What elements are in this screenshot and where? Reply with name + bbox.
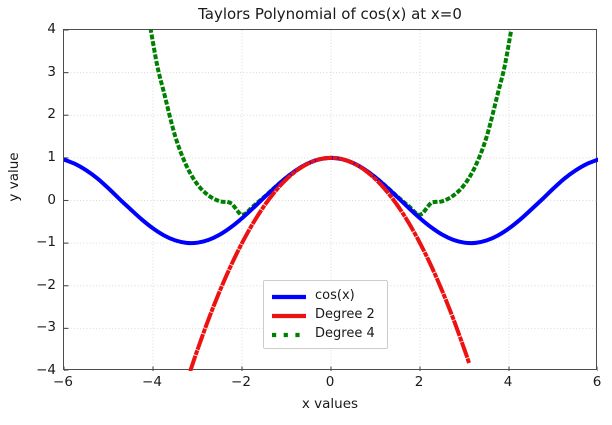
x-tick-label: −2 bbox=[231, 374, 251, 390]
legend-swatch-icon bbox=[271, 327, 307, 341]
y-axis-tick-labels: −4 −3 −2 −1 0 1 2 3 4 bbox=[0, 22, 56, 377]
legend-label: cos(x) bbox=[315, 288, 355, 303]
y-tick-label: 1 bbox=[47, 148, 56, 165]
y-tick-label: −4 bbox=[36, 362, 56, 378]
y-tick-label: −1 bbox=[36, 234, 56, 251]
data-series-group bbox=[64, 30, 598, 371]
y-tick-label: 2 bbox=[47, 106, 56, 123]
grid-lines bbox=[64, 30, 598, 371]
y-tick-label: 3 bbox=[47, 63, 56, 80]
x-tick-label: 2 bbox=[414, 374, 424, 390]
plot-canvas bbox=[64, 30, 598, 371]
legend-swatch-icon bbox=[271, 308, 307, 322]
y-tick-label: −3 bbox=[36, 319, 56, 336]
x-tick-label: −6 bbox=[53, 374, 73, 390]
y-tick-label: 4 bbox=[47, 21, 56, 37]
y-tick-label: 0 bbox=[47, 191, 56, 208]
y-axis-label: y value bbox=[6, 152, 22, 202]
x-tick-label: 0 bbox=[325, 374, 335, 390]
y-tick-label: −2 bbox=[36, 276, 56, 293]
series-line-degree-2 bbox=[188, 155, 472, 371]
legend-swatch-icon bbox=[271, 289, 307, 303]
x-tick-label: −4 bbox=[142, 374, 162, 390]
legend-label: Degree 4 bbox=[315, 326, 375, 341]
chart-title: Taylors Polynomial of cos(x) at x=0 bbox=[198, 5, 462, 23]
legend-entry[interactable]: cos(x) bbox=[271, 286, 380, 305]
legend-entry[interactable]: Degree 4 bbox=[271, 324, 380, 343]
legend-label: Degree 2 bbox=[315, 307, 375, 322]
x-tick-label: 4 bbox=[503, 374, 513, 390]
chart-legend: cos(x) Degree 2 Degree 4 bbox=[263, 280, 388, 349]
x-axis-label: x values bbox=[301, 396, 359, 412]
x-axis-tick-labels: −6 −4 −2 0 2 4 6 bbox=[53, 374, 601, 393]
legend-entry[interactable]: Degree 2 bbox=[271, 305, 380, 324]
x-tick-label: 6 bbox=[592, 374, 602, 390]
